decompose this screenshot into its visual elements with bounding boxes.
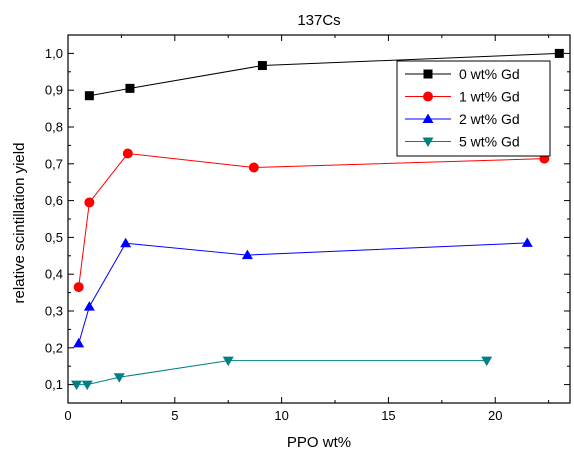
y-tick-label: 0,4 bbox=[45, 267, 63, 282]
series-line-2 bbox=[78, 242, 528, 344]
data-point bbox=[83, 301, 95, 311]
legend-label: 0 wt% Gd bbox=[459, 66, 520, 82]
y-tick-label: 0,6 bbox=[45, 193, 63, 208]
y-tick-label: 1,0 bbox=[45, 46, 63, 61]
data-point bbox=[241, 249, 253, 260]
series-line-1 bbox=[78, 152, 545, 288]
legend-marker bbox=[423, 69, 433, 79]
data-point bbox=[81, 380, 93, 391]
series-line-3 bbox=[76, 360, 487, 386]
legend-box bbox=[396, 60, 551, 157]
data-point bbox=[257, 61, 267, 71]
x-tick-label: 20 bbox=[488, 408, 502, 423]
legend-marker bbox=[422, 137, 434, 147]
plot-area: 0 5 10 15 20 0,1 0,2 0,3 0,4 0,5 0,6 0,7 0,8 0,9 1,0 0 … bbox=[45, 34, 571, 423]
series-line-0 bbox=[89, 52, 560, 97]
data-point bbox=[122, 148, 133, 159]
legend-label: 2 wt% Gd bbox=[459, 111, 520, 127]
x-axis-label: PPO wt% bbox=[287, 434, 351, 451]
data-point bbox=[113, 373, 125, 383]
y-tick-label: 0,7 bbox=[45, 156, 63, 171]
y-tick-label: 0,8 bbox=[45, 120, 63, 135]
data-point bbox=[521, 237, 533, 247]
y-tick-label: 0,2 bbox=[45, 340, 63, 355]
data-point bbox=[554, 48, 564, 58]
data-point bbox=[73, 337, 85, 348]
data-point bbox=[73, 282, 84, 293]
data-point bbox=[84, 197, 95, 208]
y-tick-label: 0,5 bbox=[45, 230, 63, 245]
y-tick-label: 0,3 bbox=[45, 304, 63, 319]
legend-marker bbox=[423, 91, 433, 102]
y-tick-label: 0,1 bbox=[45, 377, 63, 392]
legend-label: 5 wt% Gd bbox=[459, 134, 520, 150]
data-point bbox=[248, 162, 259, 173]
data-point bbox=[71, 380, 83, 391]
y-axis-label: relative scintillation yield bbox=[11, 143, 28, 304]
data-point bbox=[84, 91, 94, 101]
data-point bbox=[120, 237, 132, 248]
x-tick-label: 10 bbox=[274, 408, 288, 423]
chart-title: 137Cs bbox=[297, 12, 340, 29]
x-tick-label: 15 bbox=[381, 408, 395, 423]
y-tick-label: 0,9 bbox=[45, 83, 63, 98]
x-tick-label: 0 bbox=[64, 408, 71, 423]
data-point bbox=[125, 83, 135, 93]
data-point bbox=[481, 356, 493, 367]
legend-label: 1 wt% Gd bbox=[459, 89, 520, 105]
x-tick-label: 5 bbox=[171, 408, 178, 423]
data-point bbox=[222, 356, 234, 367]
legend-marker bbox=[422, 113, 434, 123]
